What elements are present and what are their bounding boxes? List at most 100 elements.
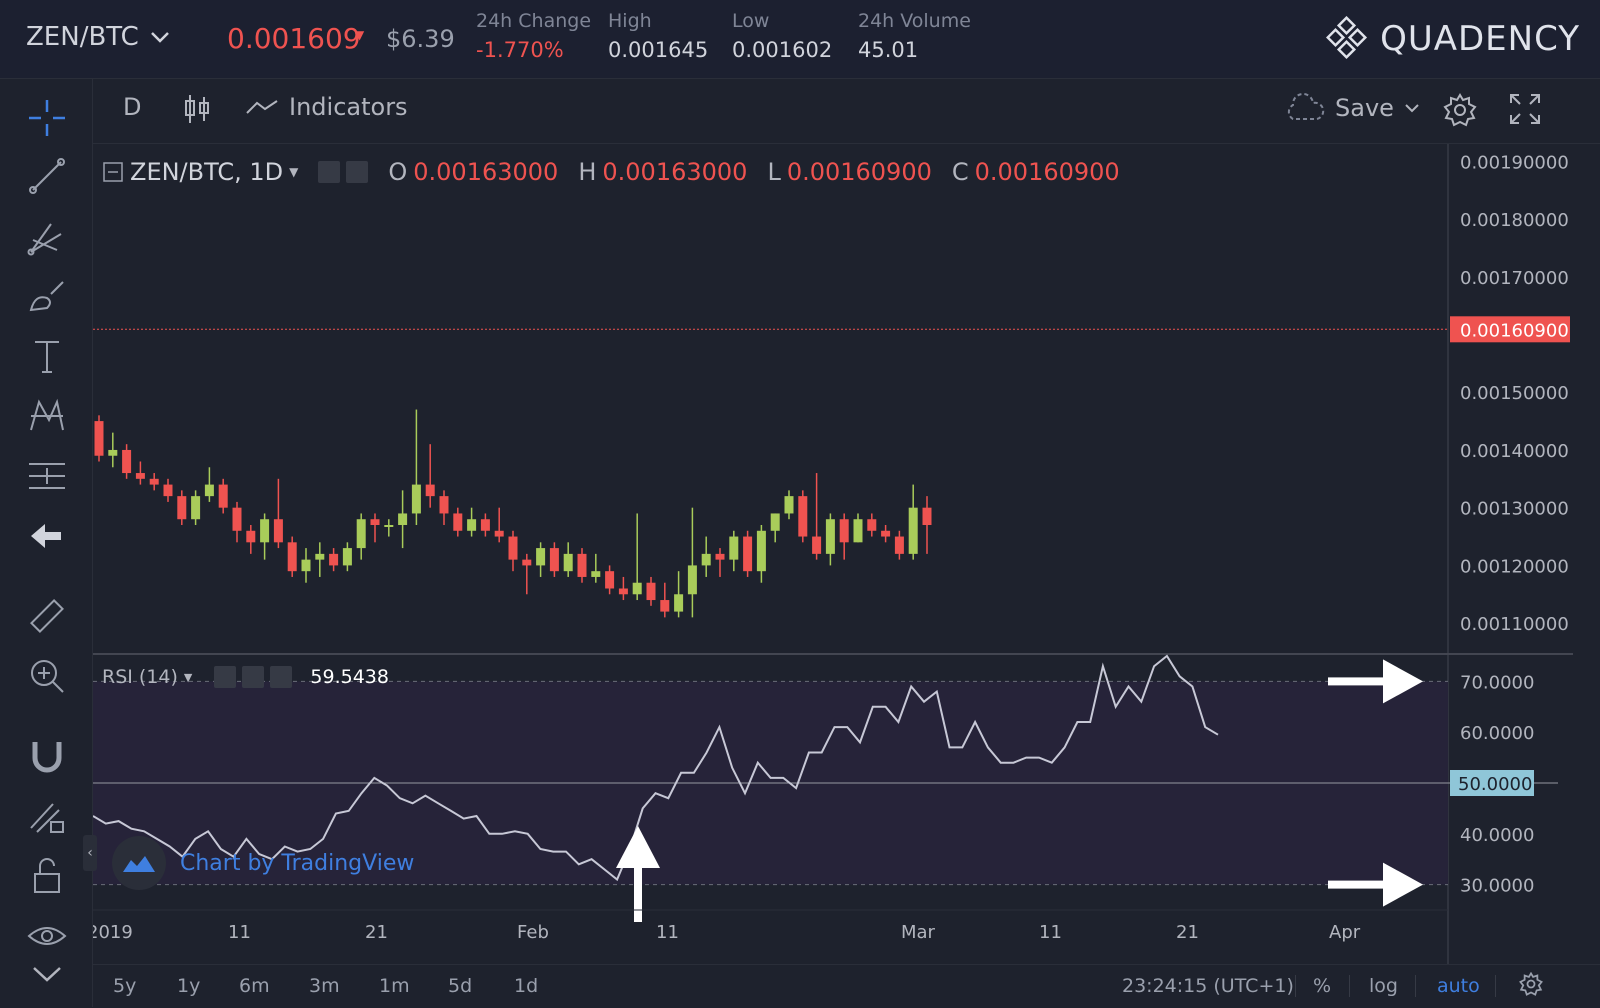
collapse-toolbar-handle[interactable]: ‹	[83, 835, 97, 871]
more-tools-toggle[interactable]	[22, 949, 72, 999]
series-title[interactable]: ZEN/BTC, 1D	[130, 158, 284, 186]
stat-24h-change: 24h Change -1.770%	[476, 10, 591, 62]
gear-icon[interactable]	[242, 666, 265, 688]
candle-up	[674, 594, 684, 612]
candle-down	[605, 571, 615, 589]
visibility-tool[interactable]	[22, 911, 72, 961]
range-3m[interactable]: 3m	[309, 975, 340, 997]
magnet-tool[interactable]	[22, 731, 72, 781]
candle-down	[618, 588, 628, 595]
log-toggle[interactable]: log	[1369, 975, 1398, 997]
auto-toggle[interactable]: auto	[1437, 975, 1480, 997]
brush-tool[interactable]	[22, 271, 72, 321]
last-price-label: 0.00160900	[1460, 320, 1569, 341]
pattern-icon	[30, 398, 64, 431]
candle-up	[398, 513, 408, 525]
collapse-icon[interactable]	[102, 161, 124, 183]
candle-down	[246, 530, 256, 543]
zoom-tool[interactable]	[22, 651, 72, 701]
clock[interactable]: 23:24:15 (UTC+1)	[1122, 975, 1294, 997]
range-1m[interactable]: 1m	[379, 975, 410, 997]
save-button[interactable]: Save	[1283, 93, 1420, 123]
eye-icon	[27, 927, 67, 945]
trend-line-tool[interactable]	[22, 151, 72, 201]
interval-button[interactable]: D	[123, 93, 141, 121]
candle-up	[467, 519, 477, 531]
unlock-tool[interactable]	[22, 851, 72, 901]
arrow-head	[1383, 862, 1423, 907]
pattern-tool[interactable]	[22, 391, 72, 441]
lock-drawings-tool[interactable]	[22, 791, 72, 841]
interval-label: D	[123, 93, 142, 121]
stat-value: 45.01	[858, 38, 919, 62]
time-tick-label: Feb	[517, 922, 549, 943]
candle-up	[356, 519, 366, 549]
usd-price: $6.39	[386, 25, 455, 53]
candle-up	[770, 513, 780, 531]
text-tool[interactable]	[22, 331, 72, 381]
candle-up	[908, 507, 918, 554]
indicators-icon	[246, 100, 278, 114]
crosshair-tool[interactable]	[22, 93, 72, 143]
time-tick-label: 21	[365, 922, 388, 943]
candle-down	[798, 496, 808, 537]
candle-up	[632, 582, 642, 595]
close-key: C	[951, 158, 969, 186]
gear-icon[interactable]	[346, 161, 369, 183]
stat-24h-volume: 24h Volume 45.01	[858, 10, 971, 62]
fib-tool[interactable]	[22, 211, 72, 261]
candle-down	[439, 496, 449, 514]
candle-down	[273, 519, 283, 543]
price-tick-label: 0.00110000	[1460, 614, 1569, 635]
close-icon[interactable]	[270, 666, 293, 688]
tradingview-watermark[interactable]: Chart by TradingView	[112, 836, 414, 890]
range-1y[interactable]: 1y	[177, 975, 201, 997]
rsi-legend: RSI (14) ▼ 59.5438	[102, 666, 389, 688]
candle-up	[411, 484, 421, 514]
candle-down	[135, 473, 145, 479]
price-tick-label: 0.00190000	[1460, 152, 1569, 173]
candle-down	[480, 519, 490, 531]
stat-label: 24h Volume	[858, 10, 971, 32]
measure-projection-tool[interactable]	[22, 451, 72, 501]
arrow-head	[616, 826, 660, 868]
pitchfork-icon	[27, 223, 62, 256]
candle-down	[881, 530, 891, 537]
chart-type-button[interactable]	[183, 93, 211, 125]
rsi-tick-label: 50.0000	[1458, 774, 1532, 795]
eye-icon[interactable]	[214, 666, 237, 688]
fullscreen-button[interactable]	[1509, 93, 1541, 125]
percent-toggle[interactable]: %	[1313, 975, 1332, 997]
indicators-button[interactable]: Indicators	[245, 93, 408, 121]
text-icon	[35, 341, 59, 373]
close-value: 0.00160900	[974, 158, 1120, 186]
back-tool[interactable]	[22, 511, 72, 561]
arrow-left-icon	[31, 524, 61, 548]
candle-down	[508, 536, 518, 560]
ruler-tool[interactable]	[22, 591, 72, 641]
time-tick-label: 11	[656, 922, 679, 943]
eye-icon[interactable]	[318, 161, 341, 183]
pair-selector[interactable]: ZEN/BTC	[26, 22, 171, 52]
candle-up	[536, 548, 546, 566]
separator	[1349, 975, 1350, 997]
range-6m[interactable]: 6m	[239, 975, 270, 997]
range-5y[interactable]: 5y	[113, 975, 137, 997]
caret-down-icon[interactable]: ▼	[183, 670, 193, 684]
candle-down	[94, 421, 104, 456]
price-chart[interactable]: 0.00190000 0.00180000 0.00170000 0.00150000…	[93, 144, 1573, 964]
rsi-line	[93, 654, 1219, 882]
range-1d[interactable]: 1d	[514, 975, 539, 997]
stat-value: 0.001602	[732, 38, 833, 62]
rsi-title[interactable]: RSI (14)	[102, 666, 178, 688]
caret-down-icon[interactable]: ▼	[289, 165, 299, 179]
time-tick-label: 11	[1039, 922, 1062, 943]
settings-button[interactable]	[1443, 93, 1477, 127]
scale-settings-button[interactable]	[1519, 971, 1543, 1001]
price-pane	[93, 144, 1448, 652]
stat-label: High	[608, 10, 652, 32]
range-5d[interactable]: 5d	[448, 975, 473, 997]
candle-down	[329, 553, 339, 566]
crosshair-icon	[29, 100, 65, 136]
candles-icon	[185, 95, 209, 123]
